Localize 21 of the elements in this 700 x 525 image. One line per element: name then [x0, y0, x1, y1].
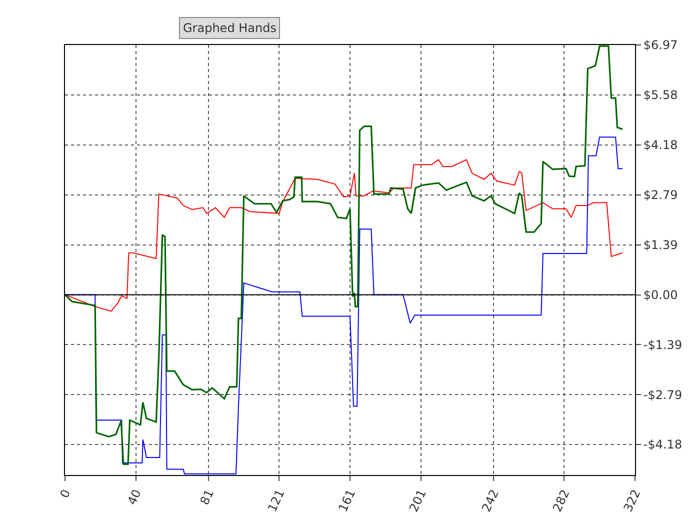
y-tick-label: $2.79 [643, 188, 678, 202]
y-tick-label: -$1.39 [643, 338, 682, 352]
y-tick-label: -$2.79 [643, 388, 682, 402]
text: Graphed Hands [183, 21, 276, 35]
x-tick-label: 322 [620, 487, 644, 514]
y-tick-label: $5.58 [643, 88, 678, 102]
x-tick-label: 161 [336, 487, 358, 514]
y-tick-label: $6.97 [643, 38, 678, 52]
line-series [65, 45, 624, 466]
y-tick-label: $1.39 [643, 238, 678, 252]
x-tick-label: 201 [406, 487, 429, 514]
x-tick-label: 40 [124, 487, 144, 508]
line-series [65, 159, 624, 312]
x-tick-label: 282 [550, 487, 572, 514]
y-tick-label: $4.18 [643, 138, 678, 152]
y-tick-label: -$4.18 [643, 438, 682, 452]
x-tick-label: 121 [264, 487, 288, 514]
x-tick-label: 81 [197, 487, 217, 508]
y-tick-label: $0.00 [643, 288, 678, 302]
x-tick-label: 0 [57, 487, 74, 500]
x-tick-label: 242 [479, 487, 502, 514]
